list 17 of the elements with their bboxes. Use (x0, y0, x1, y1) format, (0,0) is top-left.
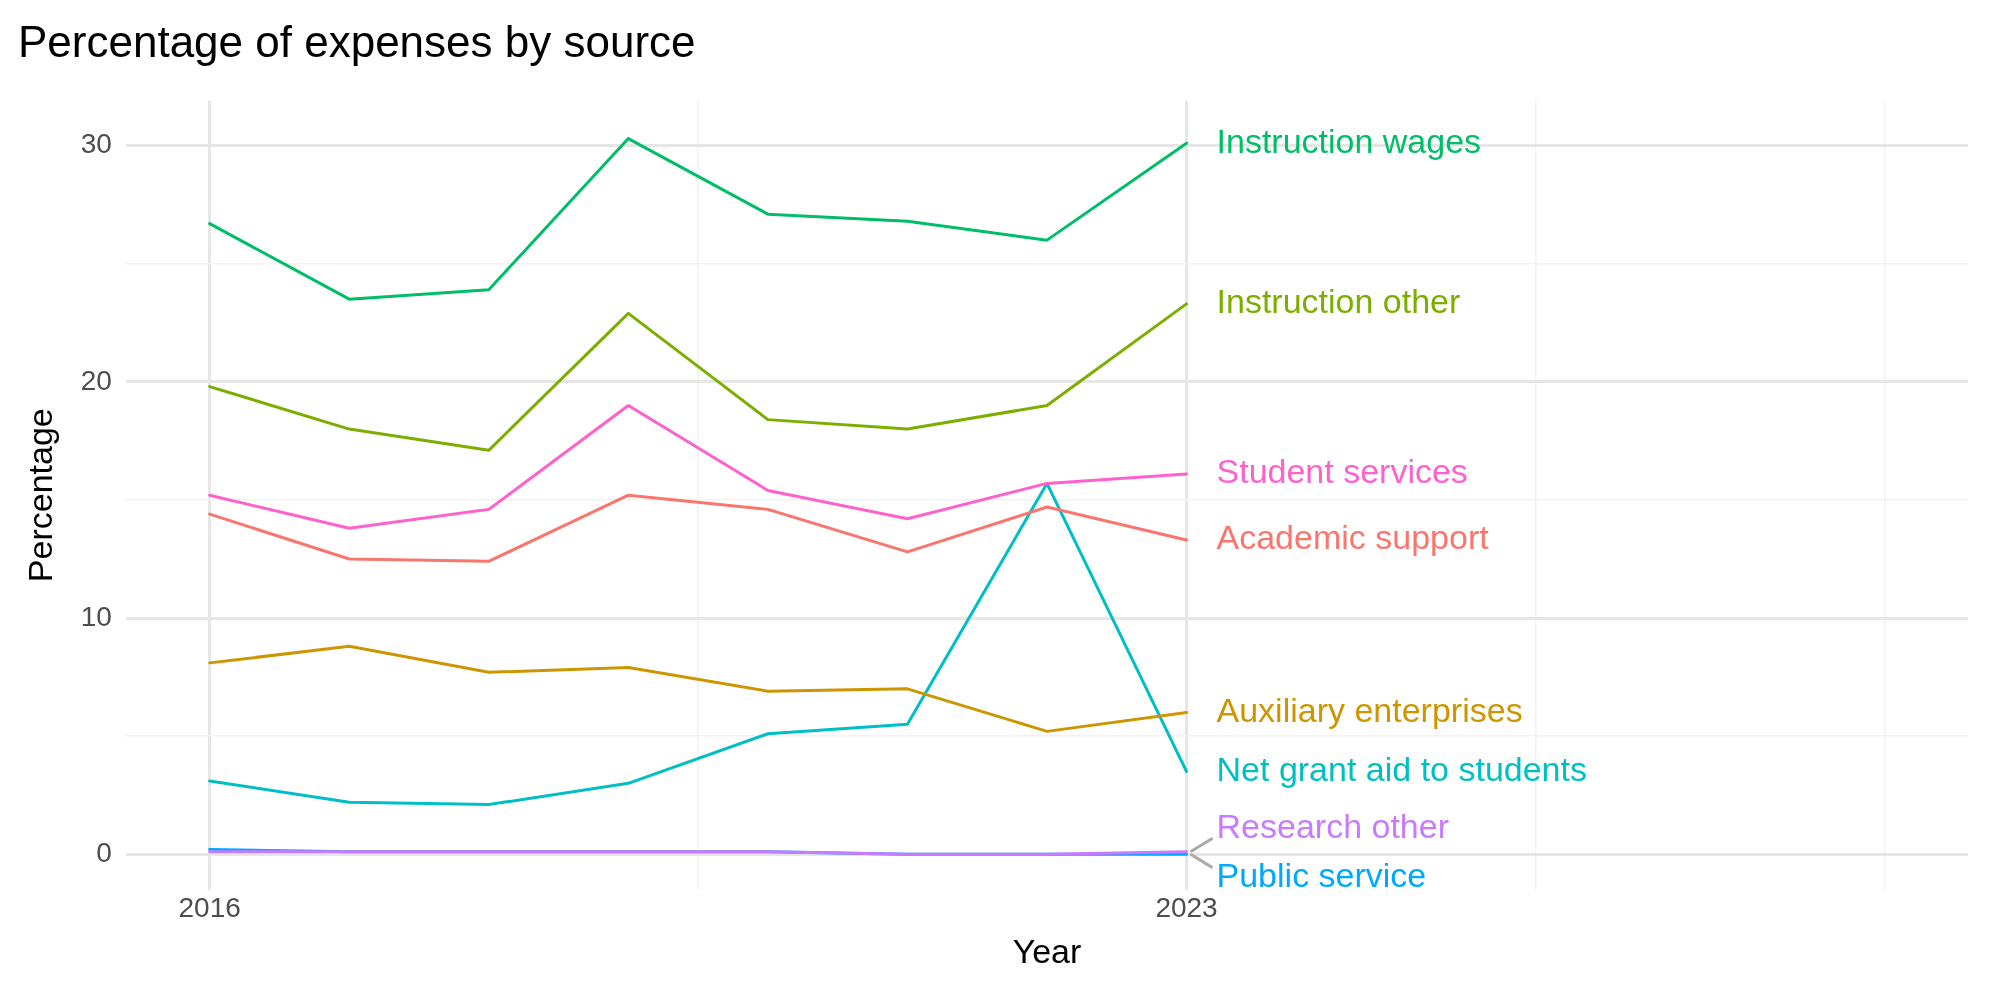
series-label: Auxiliary enterprises (1216, 690, 1523, 729)
y-tick-label: 10 (80, 600, 112, 632)
series-label: Public service (1216, 856, 1427, 895)
series-label: Student services (1216, 452, 1468, 491)
series-label: Instruction wages (1216, 121, 1482, 160)
y-tick-label: 0 (96, 836, 112, 868)
series-label: Net grant aid to students (1216, 749, 1587, 788)
x-axis-title: Year (1012, 931, 1082, 970)
y-tick-label: 20 (80, 364, 112, 396)
series-label: Research other (1216, 806, 1449, 845)
x-tick-label: 2016 (178, 892, 241, 924)
x-tick-label: 2023 (1155, 892, 1218, 924)
chart-title: Percentage of expenses by source (18, 16, 696, 66)
y-axis-title: Percentage (20, 408, 59, 583)
series-label: Academic support (1216, 518, 1490, 557)
series-label: Instruction other (1216, 282, 1461, 321)
y-tick-label: 30 (80, 128, 112, 160)
